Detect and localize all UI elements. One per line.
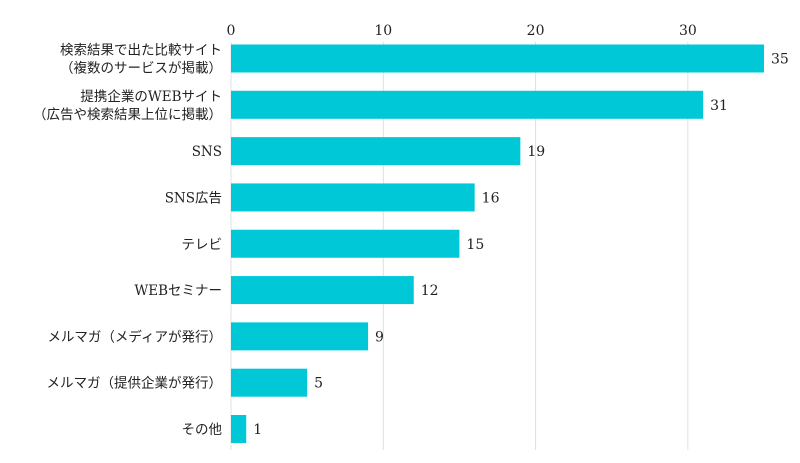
category-label: SNS広告 — [165, 190, 222, 206]
category-label: メルマガ（提供企業が発行） — [47, 375, 223, 392]
category-label-line: （広告や検索結果上位に掲載） — [33, 107, 222, 123]
category-label-line: SNS — [192, 144, 222, 160]
value-label: 15 — [466, 237, 484, 253]
bar-6 — [231, 322, 369, 351]
category-label-line: 提携企業のWEBサイト — [80, 88, 222, 105]
x-tick-label: 10 — [374, 23, 392, 39]
value-label: 19 — [527, 144, 545, 160]
category-label-line: 検索結果で出た比較サイト — [60, 43, 222, 59]
value-label: 1 — [253, 422, 262, 438]
bar-5 — [231, 276, 414, 305]
category-label: WEBセミナー — [134, 283, 222, 299]
value-label: 5 — [314, 376, 323, 392]
category-label-line: テレビ — [182, 237, 223, 253]
value-label: 16 — [482, 190, 500, 206]
category-label: その他 — [182, 422, 223, 438]
category-label-line: その他 — [182, 422, 223, 438]
category-label-line: WEBセミナー — [134, 283, 222, 299]
value-label: 35 — [771, 52, 789, 68]
bar-0 — [231, 44, 764, 73]
bar-7 — [231, 368, 308, 397]
category-label: テレビ — [182, 237, 223, 253]
category-label: 提携企業のWEBサイト （広告や検索結果上位に掲載） — [33, 88, 222, 123]
category-label-line: メルマガ（提供企業が発行） — [47, 375, 223, 392]
category-label-line: メルマガ（メディアが発行） — [47, 328, 222, 345]
category-label: SNS — [192, 144, 222, 160]
value-label: 12 — [421, 283, 439, 299]
bar-8 — [231, 415, 247, 443]
category-label-line: SNS広告 — [165, 190, 222, 206]
category-label: 検索結果で出た比較サイト（複数のサービスが掲載） — [60, 43, 222, 77]
bar-3 — [231, 183, 475, 212]
bar-2 — [231, 137, 521, 166]
category-label-line: （複数のサービスが掲載） — [60, 60, 222, 77]
value-label: 9 — [375, 329, 384, 345]
value-label: 31 — [710, 98, 728, 114]
x-tick-label: 20 — [527, 23, 545, 39]
x-tick-label: 0 — [227, 23, 236, 39]
bar-4 — [231, 229, 460, 258]
x-tick-label: 30 — [679, 23, 697, 39]
bar-1 — [231, 90, 704, 119]
category-label: メルマガ（メディアが発行） — [47, 328, 222, 345]
